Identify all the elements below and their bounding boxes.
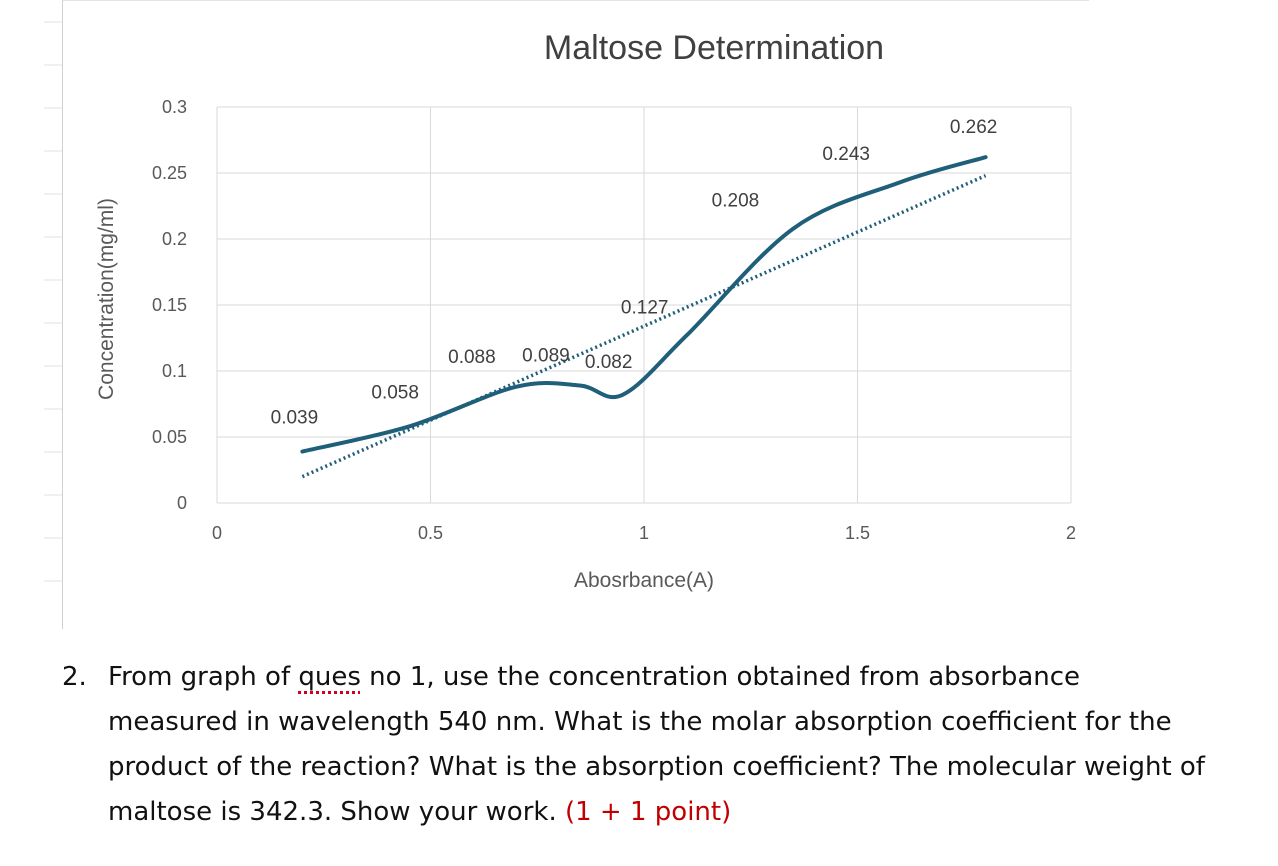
- y-tick-label: 0.2: [162, 229, 187, 249]
- data-label: 0.262: [950, 117, 998, 138]
- chart-title: Maltose Determination: [544, 29, 884, 67]
- question-points: (1 + 1 point): [564, 797, 732, 827]
- x-tick-label: 0.5: [418, 523, 443, 543]
- x-tick-label: 1.5: [845, 523, 870, 543]
- x-axis-title: Abosrbance(A): [574, 569, 714, 592]
- question-text-after: no 1, use the concentration obtained fro…: [108, 662, 1205, 827]
- spreadsheet-row-ticks: [44, 21, 62, 582]
- question-number: 2.: [62, 662, 87, 692]
- y-axis-title: Concentration(mg/ml): [95, 198, 118, 400]
- maltose-chart: Maltose Determination 0 0.05 0.1 0.15 0.2 0.25…: [95, 29, 1076, 592]
- y-tick-label: 0: [177, 493, 187, 513]
- data-label: 0.208: [712, 190, 760, 211]
- misspelled-word: ques: [298, 662, 361, 692]
- x-tick-label: 2: [1066, 523, 1076, 543]
- y-tick-label: 0.05: [152, 427, 187, 447]
- y-tick-label: 0.1: [162, 361, 187, 381]
- y-tick-label: 0.25: [152, 163, 187, 183]
- question-text: From graph of ques no 1, use the concent…: [108, 655, 1208, 835]
- y-tick-label: 0.3: [162, 97, 187, 117]
- chart-panel: Maltose Determination 0 0.05 0.1 0.15 0.2 0.25…: [62, 0, 1089, 629]
- data-label: 0.058: [371, 382, 419, 403]
- data-label: 0.088: [448, 347, 496, 368]
- question-text-before: From graph of: [108, 662, 299, 692]
- data-label: 0.082: [585, 352, 633, 373]
- data-series-line: [300, 155, 988, 454]
- data-label: 0.089: [522, 346, 570, 367]
- data-label: 0.127: [621, 297, 669, 318]
- data-label: 0.039: [271, 408, 319, 429]
- x-tick-label: 1: [639, 523, 649, 543]
- x-tick-label: 0: [212, 523, 222, 543]
- y-tick-label: 0.15: [152, 295, 187, 315]
- data-label: 0.243: [822, 144, 870, 165]
